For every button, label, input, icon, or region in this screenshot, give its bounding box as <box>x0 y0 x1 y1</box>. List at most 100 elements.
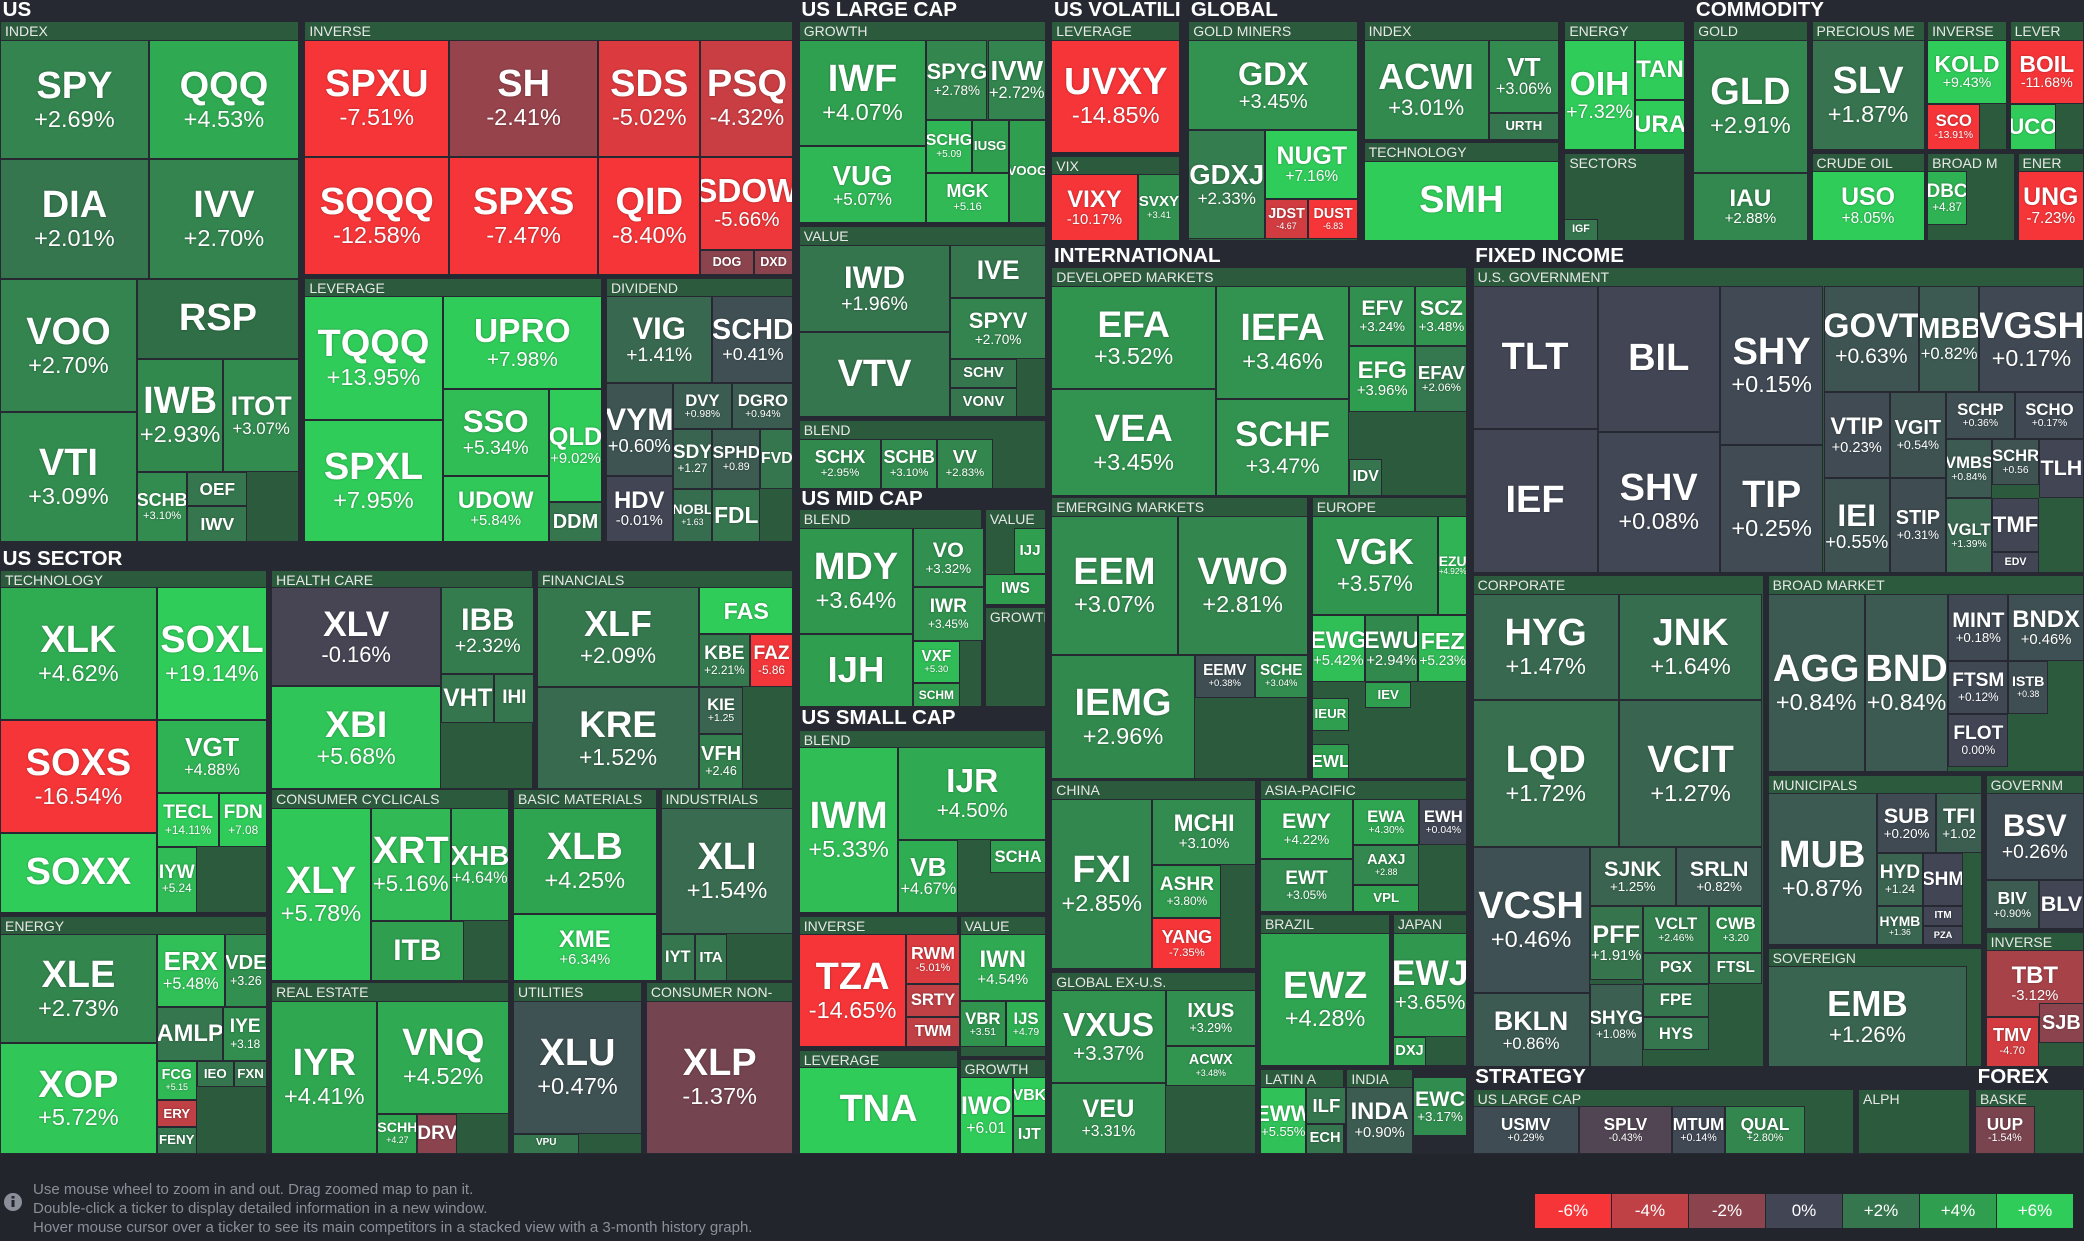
ticker-tile[interactable]: EFAV +2.06% <box>1415 345 1468 412</box>
ticker-tile[interactable]: FCG +5.15 <box>156 1060 197 1101</box>
ticker-tile[interactable]: KIE +1.25 <box>699 687 743 734</box>
ticker-tile[interactable]: QUAL +2.80% <box>1725 1105 1805 1154</box>
ticker-tile[interactable]: VIXY -10.17% <box>1051 174 1138 241</box>
ticker-tile[interactable]: SSO +5.34% <box>442 389 549 476</box>
ticker-tile[interactable]: SCHM <box>913 683 960 708</box>
ticker-tile[interactable]: SPHD +0.89 <box>712 429 761 490</box>
ticker-tile[interactable]: VV +2.83% <box>937 438 993 490</box>
ticker-tile[interactable]: MCHI +3.10% <box>1152 798 1256 866</box>
ticker-tile[interactable]: ILF <box>1306 1087 1347 1125</box>
ticker-tile[interactable]: AMLP <box>156 1007 224 1061</box>
ticker-tile[interactable]: SH -2.41% <box>449 39 599 157</box>
ticker-tile[interactable]: SOXL +19.14% <box>156 587 268 721</box>
ticker-tile[interactable]: VTV <box>798 332 951 418</box>
ticker-tile[interactable]: ACWI +3.01% <box>1363 39 1489 140</box>
ticker-tile[interactable]: EWW+5.55% <box>1259 1087 1307 1154</box>
ticker-tile[interactable]: XLV -0.16% <box>271 587 442 686</box>
ticker-tile[interactable]: BIL <box>1597 285 1720 432</box>
ticker-tile[interactable]: SPXS -7.47% <box>449 156 599 276</box>
ticker-tile[interactable]: XLP -1.37% <box>645 1000 794 1154</box>
ticker-tile[interactable]: ITB <box>370 921 464 981</box>
ticker-tile[interactable]: TLT <box>1472 285 1598 430</box>
ticker-tile[interactable]: VUG +5.07% <box>798 146 927 224</box>
ticker-tile[interactable]: EEM +3.07% <box>1051 515 1178 656</box>
ticker-tile[interactable]: EWT +3.05% <box>1259 858 1353 912</box>
ticker-tile[interactable]: AGG +0.84% <box>1767 594 1865 773</box>
ticker-tile[interactable]: BSV +0.26% <box>1985 793 2084 880</box>
ticker-tile[interactable]: IEF <box>1472 429 1598 573</box>
ticker-tile[interactable]: USO +8.05% <box>1811 171 1925 241</box>
ticker-tile[interactable]: SCHD +0.41% <box>712 296 794 383</box>
ticker-tile[interactable]: IVW +2.72% <box>987 39 1046 120</box>
ticker-tile[interactable]: HYG +1.47% <box>1472 594 1619 701</box>
ticker-tile[interactable]: BLV <box>2038 879 2084 930</box>
ticker-tile[interactable]: PGX <box>1642 952 1710 984</box>
ticker-tile[interactable]: IBB +2.32% <box>441 587 535 674</box>
ticker-tile[interactable]: SCHA <box>990 839 1046 874</box>
ticker-tile[interactable]: DXJ <box>1392 1036 1427 1066</box>
ticker-tile[interactable]: EWY +4.22% <box>1259 798 1353 859</box>
ticker-tile[interactable]: ERX +5.48% <box>156 934 225 1008</box>
ticker-tile[interactable]: DGRO +0.94% <box>732 382 794 430</box>
ticker-tile[interactable]: VFH +2.46 <box>699 733 743 790</box>
ticker-tile[interactable]: VGSH +0.17% <box>1979 285 2084 393</box>
ticker-tile[interactable]: EWU +2.94% <box>1364 615 1419 682</box>
ticker-tile[interactable]: YANG -7.35% <box>1152 918 1222 969</box>
ticker-tile[interactable]: SCHH +4.27 <box>377 1113 418 1154</box>
ticker-tile[interactable]: IEMG +2.96% <box>1051 655 1195 779</box>
ticker-tile[interactable]: IJS +4.79 <box>1006 1000 1046 1048</box>
ticker-tile[interactable]: IDV <box>1349 458 1383 496</box>
ticker-tile[interactable]: QLD +9.02% <box>548 389 603 503</box>
ticker-tile[interactable]: EFG +3.96% <box>1349 345 1416 412</box>
ticker-tile[interactable]: XLF +2.09% <box>536 587 700 688</box>
ticker-tile[interactable]: MTUM +0.14% <box>1671 1105 1726 1154</box>
ticker-tile[interactable]: IWS <box>984 574 1046 605</box>
ticker-tile[interactable]: IVE <box>950 244 1046 298</box>
ticker-tile[interactable]: SDOW -5.66% <box>700 156 794 250</box>
ticker-tile[interactable]: SLV +1.87% <box>1811 39 1925 151</box>
ticker-tile[interactable]: LQD +1.72% <box>1472 700 1619 847</box>
ticker-tile[interactable]: IWN +4.54% <box>959 934 1046 1001</box>
ticker-tile[interactable]: EWJ +3.65% <box>1392 933 1468 1037</box>
ticker-tile[interactable]: VCLT +2.46% <box>1642 906 1710 953</box>
ticker-tile[interactable]: VTI +3.09% <box>0 412 137 543</box>
ticker-tile[interactable]: RSP <box>136 279 300 359</box>
ticker-tile[interactable]: ITA <box>695 934 727 981</box>
ticker-tile[interactable]: SCHO +0.17% <box>2014 392 2084 439</box>
ticker-tile[interactable]: UDOW +5.84% <box>442 475 549 543</box>
ticker-tile[interactable]: SCHX +2.95% <box>798 438 882 490</box>
ticker-tile[interactable]: EEMV +0.38% <box>1194 655 1255 698</box>
ticker-tile[interactable]: IJT <box>1012 1116 1046 1154</box>
ticker-tile[interactable]: UVXY -14.85% <box>1051 39 1181 153</box>
ticker-tile[interactable]: BOIL -11.68% <box>2009 39 2084 104</box>
ticker-tile[interactable]: DOG <box>700 249 754 276</box>
ticker-tile[interactable]: TZA -14.65% <box>798 934 907 1048</box>
ticker-tile[interactable]: VTIP +0.23% <box>1823 392 1890 479</box>
ticker-tile[interactable]: SJNK +1.25% <box>1589 846 1676 907</box>
ticker-tile[interactable]: MUB +0.87% <box>1767 793 1877 945</box>
ticker-tile[interactable]: TQQQ +13.95% <box>304 296 443 420</box>
ticker-tile[interactable]: SCHB +3.10% <box>136 471 188 543</box>
ticker-tile[interactable]: DXD <box>753 249 794 276</box>
ticker-tile[interactable]: SHV +0.08% <box>1597 431 1720 573</box>
ticker-tile[interactable]: BIV +0.90% <box>1985 879 2039 930</box>
ticker-tile[interactable]: VPL <box>1353 885 1420 912</box>
ticker-tile[interactable]: TLH <box>2038 438 2084 499</box>
ticker-tile[interactable]: IEV <box>1364 681 1412 709</box>
ticker-tile[interactable]: XBI +5.68% <box>271 685 442 790</box>
ticker-tile[interactable]: VPU <box>513 1133 580 1154</box>
ticker-tile[interactable]: SCZ +3.48% <box>1415 285 1468 346</box>
ticker-tile[interactable]: UCO <box>2009 103 2057 151</box>
ticker-tile[interactable]: PZA <box>1923 926 1964 945</box>
ticker-tile[interactable]: INDA +0.90% <box>1346 1087 1413 1154</box>
ticker-tile[interactable]: STIP +0.31% <box>1889 478 1946 573</box>
ticker-tile[interactable]: AAXJ +2.88 <box>1353 845 1420 886</box>
ticker-tile[interactable]: IJJ <box>1014 527 1046 575</box>
ticker-tile[interactable]: VO +3.32% <box>913 527 984 588</box>
ticker-tile[interactable]: IWD +1.96% <box>798 244 951 333</box>
ticker-tile[interactable]: OIH +7.32% <box>1564 39 1635 151</box>
ticker-tile[interactable]: TMF <box>1992 498 2039 552</box>
ticker-tile[interactable]: USMV +0.29% <box>1472 1105 1579 1154</box>
ticker-tile[interactable]: IWB +2.93% <box>136 358 224 472</box>
ticker-tile[interactable]: VBK <box>1012 1076 1046 1117</box>
